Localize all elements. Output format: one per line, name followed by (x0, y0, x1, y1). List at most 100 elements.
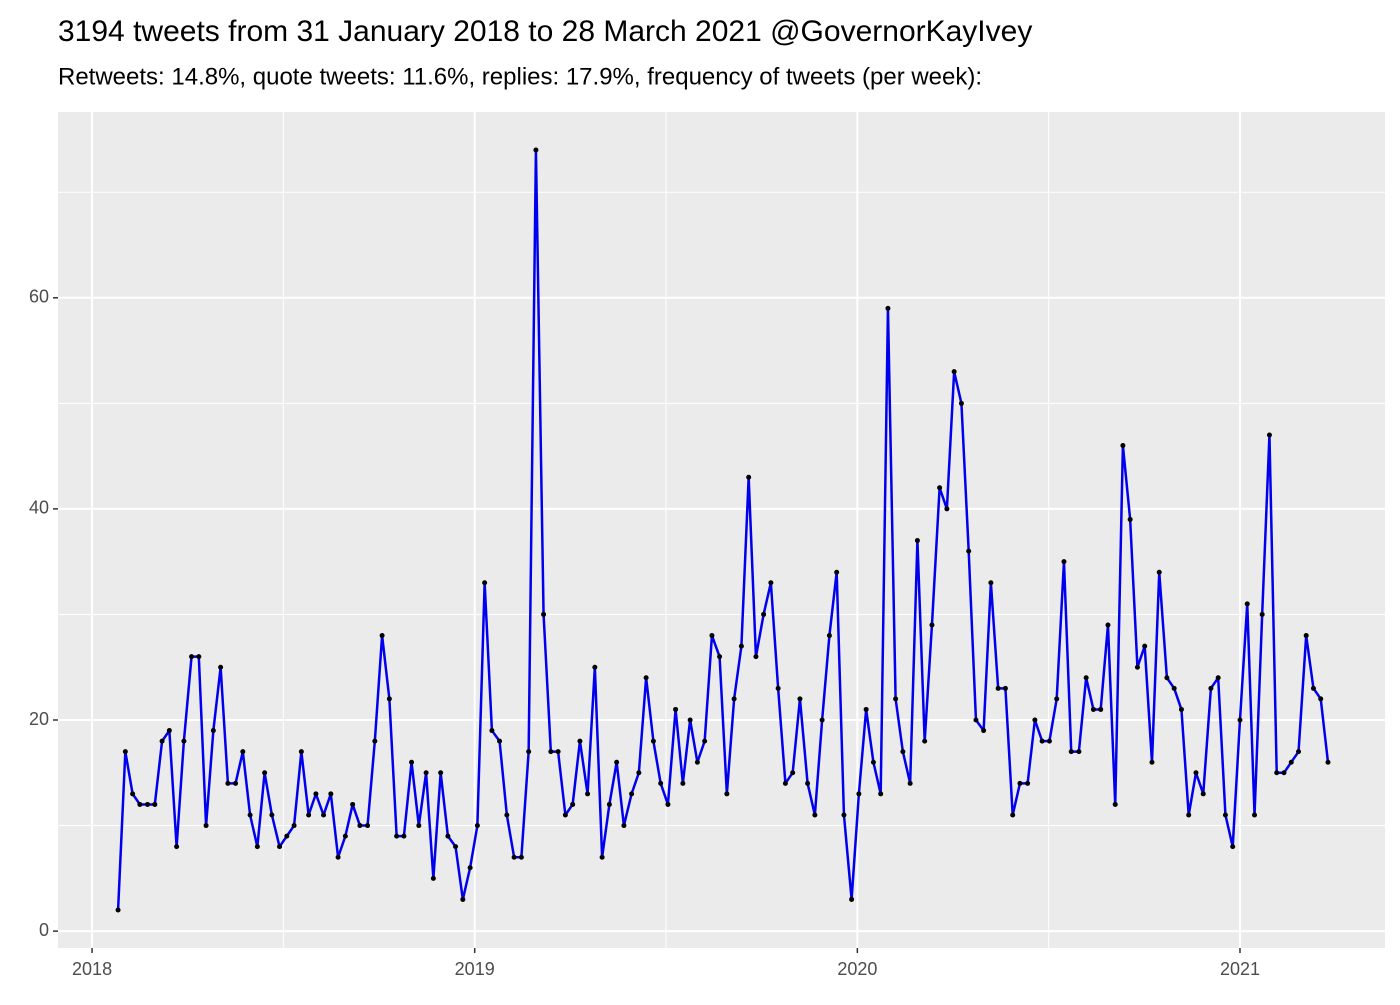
point (782, 780, 788, 786)
point (1142, 643, 1148, 649)
point (423, 770, 429, 776)
point (555, 749, 561, 755)
point (562, 812, 568, 818)
point (313, 791, 319, 797)
point (438, 770, 444, 776)
point (643, 675, 649, 681)
point (937, 485, 943, 491)
point (1002, 685, 1008, 691)
point (650, 738, 656, 744)
point (614, 759, 620, 765)
point (753, 654, 759, 660)
point (174, 844, 180, 850)
point (166, 728, 172, 734)
point (1303, 633, 1309, 639)
point (570, 801, 576, 807)
point (240, 749, 246, 755)
point (357, 823, 363, 829)
point (1032, 717, 1038, 723)
point (775, 685, 781, 691)
point (1288, 759, 1294, 765)
point (1046, 738, 1052, 744)
point (401, 833, 407, 839)
point (467, 865, 473, 871)
point (1120, 443, 1126, 449)
point (1090, 706, 1096, 712)
point (951, 369, 957, 375)
point (1252, 812, 1258, 818)
point (365, 823, 371, 829)
point (907, 780, 913, 786)
point (233, 780, 239, 786)
point (687, 717, 693, 723)
point (416, 823, 422, 829)
point (526, 749, 532, 755)
point (1025, 780, 1031, 786)
point (856, 791, 862, 797)
point (518, 854, 524, 860)
point (225, 780, 231, 786)
point (592, 664, 598, 670)
point (497, 738, 503, 744)
point (1105, 622, 1111, 628)
point (203, 823, 209, 829)
x-tick-label: 2018 (72, 959, 112, 979)
chart-title: 3194 tweets from 31 January 2018 to 28 M… (58, 15, 1032, 48)
point (629, 791, 635, 797)
point (1200, 791, 1206, 797)
point (819, 717, 825, 723)
point (995, 685, 1001, 691)
point (834, 569, 840, 575)
point (328, 791, 334, 797)
point (409, 759, 415, 765)
point (342, 833, 348, 839)
point (1310, 685, 1316, 691)
point (738, 643, 744, 649)
point (922, 738, 928, 744)
point (1281, 770, 1287, 776)
point (885, 305, 891, 311)
point (130, 791, 136, 797)
point (1068, 749, 1074, 755)
point (1178, 706, 1184, 712)
point (981, 728, 987, 734)
point (541, 611, 547, 617)
point (929, 622, 935, 628)
point (1171, 685, 1177, 691)
point (973, 717, 979, 723)
point (394, 833, 400, 839)
point (585, 791, 591, 797)
point (988, 580, 994, 586)
point (298, 749, 304, 755)
point (636, 770, 642, 776)
point (474, 823, 480, 829)
point (797, 696, 803, 702)
point (878, 791, 884, 797)
y-tick-label: 0 (39, 920, 49, 940)
point (460, 896, 466, 902)
point (254, 844, 260, 850)
point (914, 538, 920, 544)
chart-subtitle: Retweets: 14.8%, quote tweets: 11.6%, re… (58, 63, 982, 90)
point (1325, 759, 1331, 765)
point (709, 633, 715, 639)
point (665, 801, 671, 807)
point (1039, 738, 1045, 744)
y-tick-label: 40 (29, 498, 49, 518)
point (453, 844, 459, 850)
point (181, 738, 187, 744)
point (489, 728, 495, 734)
point (291, 823, 297, 829)
point (577, 738, 583, 744)
point (893, 696, 899, 702)
point (966, 548, 972, 554)
point (1134, 664, 1140, 670)
point (731, 696, 737, 702)
point (262, 770, 268, 776)
point (152, 801, 158, 807)
point (145, 801, 151, 807)
point (761, 611, 767, 617)
point (702, 738, 708, 744)
point (724, 791, 730, 797)
